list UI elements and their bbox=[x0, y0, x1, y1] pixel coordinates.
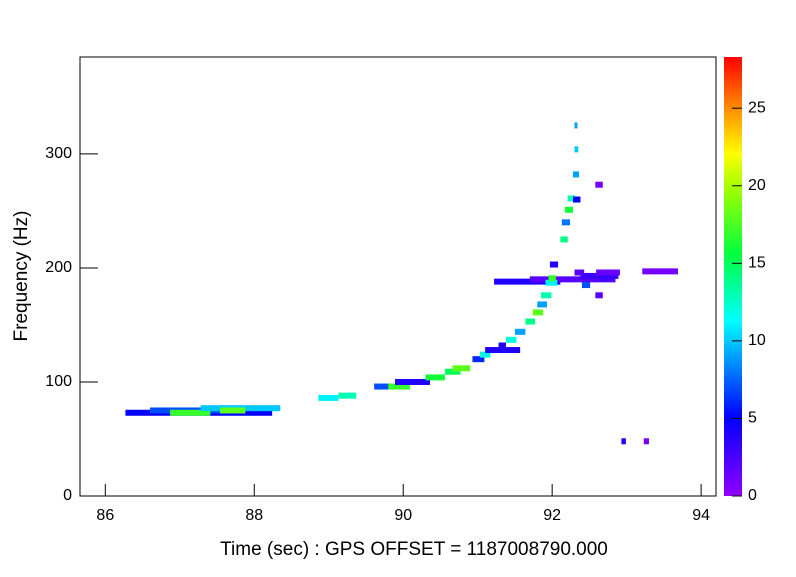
tile bbox=[532, 309, 544, 316]
tile bbox=[529, 276, 616, 283]
tile bbox=[395, 378, 431, 385]
tile bbox=[560, 236, 568, 243]
colorbar-tick-label: 10 bbox=[748, 332, 766, 349]
tile bbox=[514, 328, 526, 335]
x-tick-label: 90 bbox=[394, 507, 412, 524]
colorbar-tick-label: 25 bbox=[748, 99, 766, 116]
y-tick-label: 0 bbox=[63, 487, 72, 504]
tile bbox=[479, 351, 491, 358]
tile bbox=[574, 146, 579, 153]
tile bbox=[452, 365, 471, 372]
tile bbox=[170, 409, 211, 416]
colorbar-tick-label: 20 bbox=[748, 177, 766, 194]
tile bbox=[642, 268, 679, 275]
tile bbox=[485, 347, 521, 354]
colorbar-tick-label: 15 bbox=[748, 255, 766, 272]
y-tick-label: 100 bbox=[45, 373, 72, 390]
tile bbox=[573, 196, 581, 203]
tile bbox=[548, 275, 556, 282]
y-tick-label: 200 bbox=[45, 259, 72, 276]
tile bbox=[580, 272, 619, 279]
tile bbox=[596, 269, 620, 276]
tile bbox=[444, 368, 461, 375]
tile bbox=[595, 181, 603, 188]
y-axis-label: Frequency (Hz) bbox=[11, 211, 32, 342]
tile bbox=[643, 438, 649, 445]
tile bbox=[498, 342, 506, 349]
tile bbox=[525, 318, 536, 325]
tile bbox=[549, 261, 559, 268]
tile bbox=[540, 292, 552, 299]
x-tick-label: 88 bbox=[245, 507, 263, 524]
tile bbox=[595, 292, 603, 299]
tile bbox=[220, 407, 246, 414]
tile bbox=[425, 374, 445, 381]
tile bbox=[374, 383, 401, 390]
tile bbox=[537, 301, 547, 308]
tile bbox=[338, 392, 357, 399]
tile bbox=[545, 279, 558, 286]
x-tick-label: 86 bbox=[96, 507, 114, 524]
tile bbox=[573, 171, 579, 178]
colorbar-tick-label: 5 bbox=[748, 410, 757, 427]
tile bbox=[505, 336, 517, 343]
tile bbox=[567, 195, 576, 202]
plot-frame bbox=[79, 56, 717, 497]
tile bbox=[561, 219, 571, 226]
tile bbox=[564, 206, 574, 213]
tile bbox=[388, 383, 410, 390]
tile bbox=[574, 269, 585, 276]
x-axis-label: Time (sec) : GPS OFFSET = 1187008790.000 bbox=[220, 539, 608, 560]
x-tick-label: 92 bbox=[543, 507, 561, 524]
tile bbox=[574, 122, 578, 129]
tile bbox=[621, 438, 626, 445]
colorbar-tick-label: 0 bbox=[748, 487, 757, 504]
tile bbox=[581, 282, 591, 289]
colorbar bbox=[724, 57, 742, 496]
x-tick-label: 94 bbox=[692, 507, 710, 524]
tile bbox=[318, 394, 339, 401]
tile bbox=[494, 278, 561, 285]
tile bbox=[599, 275, 611, 282]
y-tick-label: 300 bbox=[45, 145, 72, 162]
tile bbox=[472, 356, 485, 363]
